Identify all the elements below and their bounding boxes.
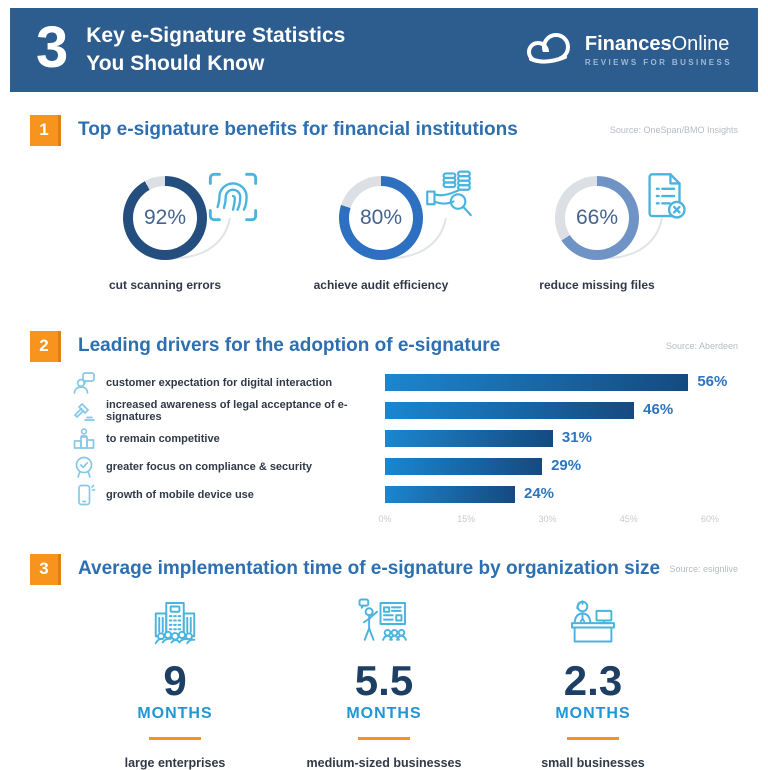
compliance-security-icon xyxy=(72,455,98,479)
driver-bar xyxy=(385,486,515,503)
page-title-line2: You Should Know xyxy=(86,52,265,75)
driver-row-4: greater focus on compliance & security 29… xyxy=(60,456,710,478)
mobile-device-icon xyxy=(72,483,98,507)
driver-label: to remain competitive xyxy=(106,432,220,445)
section-1-badge: 1 xyxy=(30,114,61,146)
driver-bar xyxy=(385,402,635,419)
section-3-source: Source: esignlive xyxy=(669,564,738,574)
benefit-caption: achieve audit efficiency xyxy=(313,278,449,292)
driver-row-1: customer expectation for digital interac… xyxy=(60,371,727,394)
benefit-caption: cut scanning errors xyxy=(108,278,222,292)
axis-tick-30: 30% xyxy=(538,514,557,524)
logo-wordmark: FinancesOnline xyxy=(584,32,730,55)
donut-value: 66% xyxy=(565,186,629,250)
stat-number: 9 xyxy=(163,657,187,704)
orange-divider xyxy=(149,737,201,741)
connector-line xyxy=(389,217,447,259)
benefit-item-3: 66% reduce missing files xyxy=(492,168,708,303)
section-3-title: Average implementation time of e-signatu… xyxy=(78,558,661,579)
competitive-icon xyxy=(72,427,98,451)
axis-tick-15: 15% xyxy=(457,514,476,524)
finances-online-logo: FinancesOnline REVIEWS FOR BUSINESS xyxy=(523,28,732,73)
section-2-header: 2 Leading drivers for the adoption of e-… xyxy=(30,330,738,362)
driver-label: increased awareness of legal acceptance … xyxy=(106,398,348,423)
driver-label: greater focus on compliance & security xyxy=(106,460,313,473)
section-2-source: Source: Aberdeen xyxy=(665,341,738,351)
stat-item-1: 9 MONTHS large enterprises xyxy=(80,596,270,770)
connector-line xyxy=(173,217,231,259)
stat-number: 5.5 xyxy=(354,657,414,704)
axis-tick-45: 45% xyxy=(619,514,638,524)
stat-label: large enterprises xyxy=(124,756,226,770)
driver-bar xyxy=(385,458,543,475)
page-title: Key e-Signature Statistics You Should Kn… xyxy=(86,22,345,79)
benefit-item-1: 92% cut scanning errors xyxy=(60,168,276,303)
section-2-badge: 2 xyxy=(30,330,61,362)
donut-value: 92% xyxy=(133,186,197,250)
stat-item-3: 2.3 MONTHS small businesses xyxy=(498,596,688,770)
header-count: 3 xyxy=(36,15,69,80)
section-3-badge: 3 xyxy=(30,553,61,585)
small-business-icon xyxy=(564,596,622,652)
stat-number: 2.3 xyxy=(563,657,623,704)
orange-divider xyxy=(358,737,410,741)
audit-efficiency-icon xyxy=(420,168,478,226)
section-3-header: 3 Average implementation time of e-signa… xyxy=(30,553,738,585)
stat-label: small businesses xyxy=(541,756,645,770)
stat-item-2: 5.5 MONTHS medium-sized businesses xyxy=(289,596,479,770)
customer-digital-icon xyxy=(72,371,98,395)
driver-value: 29% xyxy=(551,457,582,474)
donut-chart-66: 66% xyxy=(555,176,639,260)
section-1-source: Source: OneSpan/BMO Insights xyxy=(609,125,738,135)
driver-value: 56% xyxy=(697,373,728,390)
driver-value: 31% xyxy=(561,429,592,446)
orange-divider xyxy=(567,737,619,741)
driver-label: customer expectation for digital interac… xyxy=(106,376,333,389)
stat-unit: MONTHS xyxy=(346,705,422,723)
axis-tick-0: 0% xyxy=(378,514,392,524)
missing-file-icon xyxy=(636,168,694,226)
stat-label: medium-sized businesses xyxy=(306,756,462,770)
fingerprint-scan-icon xyxy=(204,168,262,226)
section-2-title: Leading drivers for the adoption of e-si… xyxy=(78,335,501,356)
donut-value: 80% xyxy=(349,186,413,250)
driver-value: 46% xyxy=(643,401,674,418)
driver-row-2: increased awareness of legal acceptance … xyxy=(60,399,710,423)
section-1-header: 1 Top e-signature benefits for financial… xyxy=(30,114,738,146)
cloud-logo-icon xyxy=(523,28,575,73)
large-enterprise-icon xyxy=(146,596,204,652)
driver-bar xyxy=(385,430,553,447)
driver-value: 24% xyxy=(524,485,555,502)
axis-tick-60: 60% xyxy=(700,514,720,524)
chart-x-axis: 0% 15% 30% 45% 60% xyxy=(378,514,719,528)
page-title-line1: Key e-Signature Statistics xyxy=(86,23,346,47)
logo-tagline: REVIEWS FOR BUSINESS xyxy=(584,57,732,67)
stat-unit: MONTHS xyxy=(555,705,631,723)
donut-chart-80: 80% xyxy=(339,176,423,260)
legal-gavel-icon xyxy=(72,399,98,423)
header-banner: 3 Key e-Signature Statistics You Should … xyxy=(10,8,758,92)
driver-row-3: to remain competitive 31% xyxy=(60,427,710,449)
drivers-bar-chart: customer expectation for digital interac… xyxy=(60,371,727,528)
connector-line xyxy=(605,217,663,259)
donut-chart-92: 92% xyxy=(123,176,207,260)
implementation-stats-row: 9 MONTHS large enterprises 5.5 MONTHS medium… xyxy=(80,596,688,770)
driver-bar xyxy=(385,374,689,391)
benefits-donut-row: 92% cut scanning errors 80% achieve audit … xyxy=(60,168,708,303)
benefit-item-2: 80% achieve audit efficiency xyxy=(276,168,492,303)
driver-row-5: growth of mobile device use 24% xyxy=(60,484,710,505)
stat-unit: MONTHS xyxy=(137,705,213,723)
section-1-title: Top e-signature benefits for financial i… xyxy=(78,119,518,140)
benefit-caption: reduce missing files xyxy=(539,278,655,292)
driver-label: growth of mobile device use xyxy=(106,488,254,501)
medium-business-icon xyxy=(355,596,413,652)
